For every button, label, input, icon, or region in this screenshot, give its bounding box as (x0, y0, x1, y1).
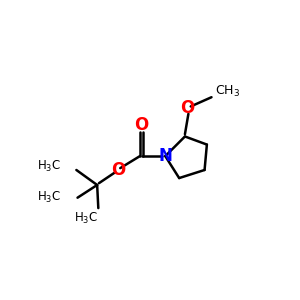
Text: O: O (111, 161, 125, 179)
Text: H$_3$C: H$_3$C (37, 190, 62, 205)
Text: O: O (180, 99, 194, 117)
Text: H$_3$C: H$_3$C (74, 211, 98, 226)
Text: O: O (134, 116, 148, 134)
Text: N: N (158, 147, 172, 165)
Text: CH$_3$: CH$_3$ (215, 84, 240, 99)
Text: H$_3$C: H$_3$C (37, 159, 62, 174)
